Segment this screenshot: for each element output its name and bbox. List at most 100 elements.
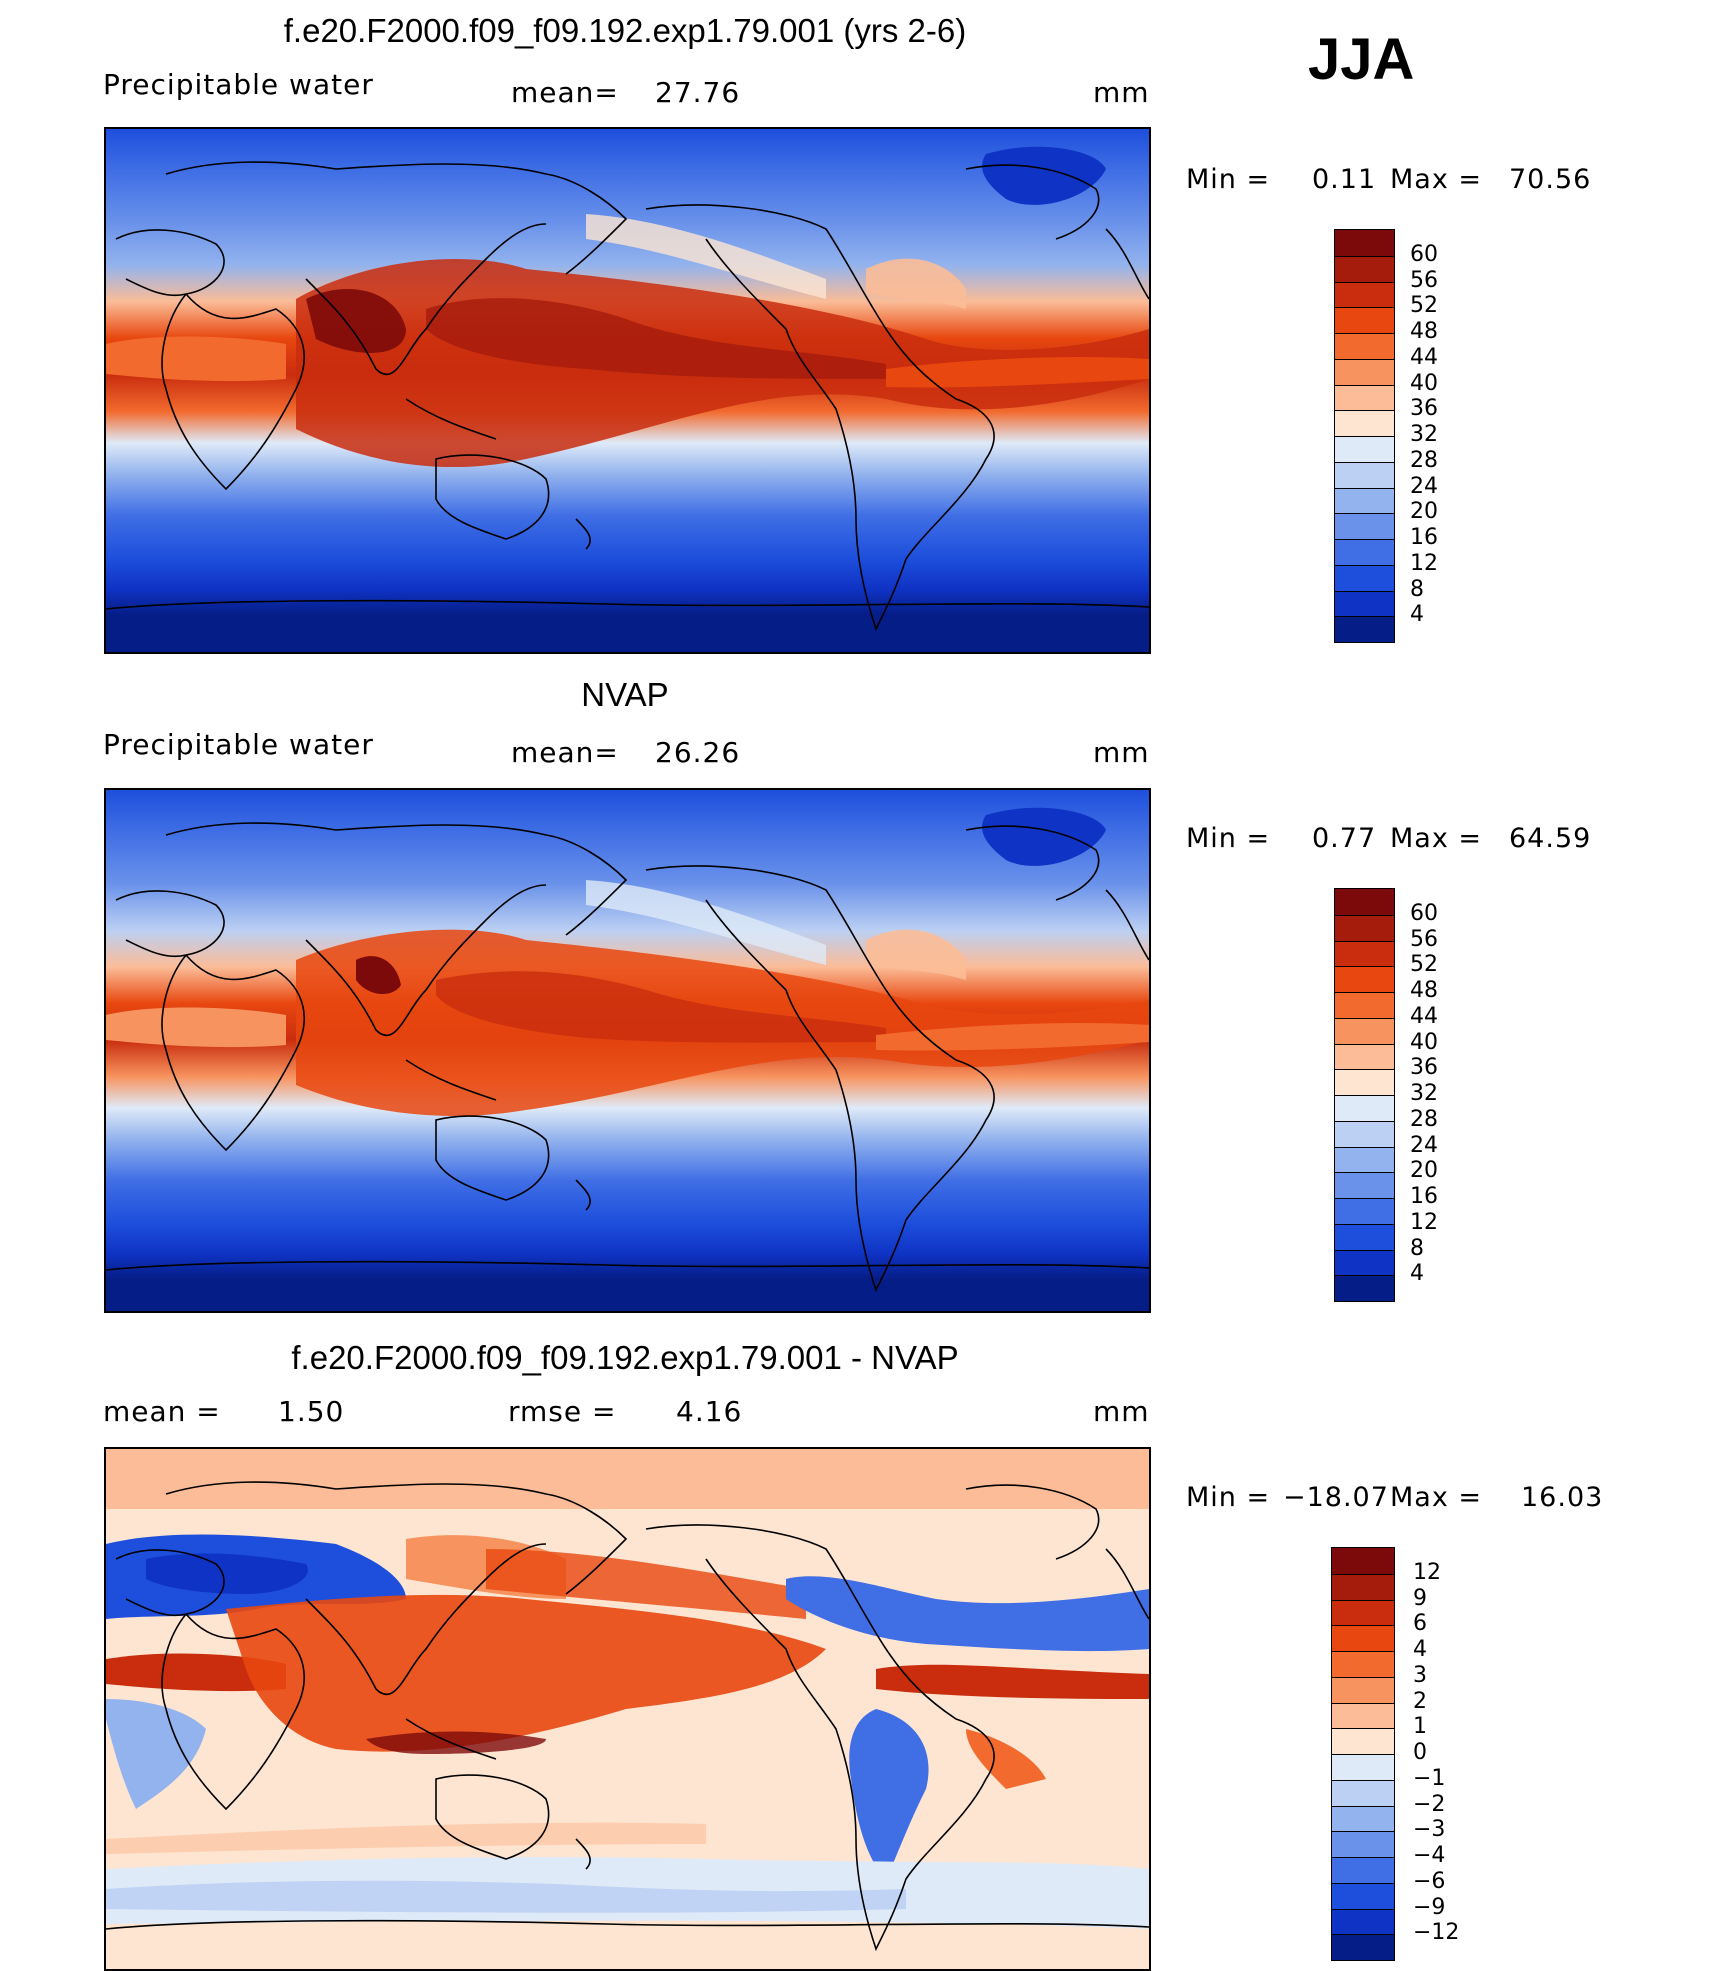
panel-3-colorbar	[1331, 1547, 1395, 1961]
colorbar-tick-label: 1	[1413, 1714, 1427, 1740]
colorbar-swatch	[1335, 616, 1394, 642]
colorbar-swatch	[1335, 1172, 1394, 1198]
colorbar-tick-label: 36	[1410, 1055, 1438, 1081]
panel-3-max-value: 16.03	[1521, 1482, 1604, 1513]
colorbar-tick-label: 0	[1413, 1740, 1427, 1765]
colorbar-swatch	[1332, 1779, 1394, 1806]
colorbar-tick-label: 2	[1413, 1688, 1427, 1714]
colorbar-tick-label: 32	[1410, 422, 1438, 447]
colorbar-tick-label: 28	[1410, 1106, 1438, 1132]
colorbar-tick-label: 24	[1410, 473, 1438, 499]
colorbar-tick-label: −12	[1413, 1920, 1460, 1946]
colorbar-tick-label: 3	[1413, 1662, 1427, 1688]
colorbar-tick-label: 44	[1410, 344, 1438, 370]
colorbar-swatch	[1335, 940, 1394, 967]
colorbar-tick-label: 9	[1413, 1585, 1427, 1611]
panel-1-min-value: 0.11	[1312, 164, 1377, 195]
colorbar-swatch	[1332, 1702, 1394, 1729]
colorbar-swatch	[1332, 1676, 1394, 1703]
colorbar-swatch	[1332, 1934, 1394, 1960]
panel-2-min-value: 0.77	[1312, 823, 1377, 854]
colorbar-swatch	[1335, 255, 1394, 282]
colorbar-swatch	[1335, 1275, 1394, 1301]
colorbar-tick-label: 40	[1410, 1029, 1438, 1055]
panel-1-mean-value: 27.76	[655, 76, 741, 109]
panel-1-max-value: 70.56	[1509, 164, 1592, 195]
colorbar-swatch	[1335, 590, 1394, 617]
colorbar-swatch	[1335, 1146, 1394, 1173]
panel-3-map	[104, 1447, 1151, 1971]
colorbar-swatch	[1332, 1831, 1394, 1857]
panel-1-variable-label: Precipitable water	[103, 68, 374, 101]
colorbar-tick-label: −9	[1413, 1894, 1446, 1920]
panel-3-mean-label: mean =	[103, 1395, 221, 1428]
colorbar-tick-label: 4	[1410, 602, 1424, 628]
panel-2-mean-label: mean=	[511, 736, 619, 769]
colorbar-tick-label: 12	[1413, 1559, 1441, 1585]
colorbar-swatch	[1335, 889, 1394, 915]
colorbar-swatch	[1335, 410, 1394, 436]
colorbar-swatch	[1332, 1651, 1394, 1677]
colorbar-tick-label: 12	[1410, 1209, 1438, 1235]
colorbar-tick-label: 40	[1410, 370, 1438, 396]
colorbar-swatch	[1332, 1857, 1394, 1883]
colorbar-tick-label: −6	[1413, 1868, 1446, 1894]
colorbar-tick-label: 60	[1410, 241, 1438, 267]
panel-3-max-label: Max =	[1390, 1482, 1483, 1513]
colorbar-swatch	[1335, 914, 1394, 941]
colorbar-swatch	[1332, 1573, 1394, 1600]
colorbar-tick-label: 28	[1410, 447, 1438, 473]
colorbar-tick-label: 48	[1410, 978, 1438, 1003]
colorbar-swatch	[1332, 1728, 1394, 1754]
panel-1-title: f.e20.F2000.f09_f09.192.exp1.79.001 (yrs…	[283, 12, 967, 49]
colorbar-tick-label: 44	[1410, 1003, 1438, 1029]
colorbar-tick-label: 8	[1410, 1235, 1424, 1261]
colorbar-tick-label: 36	[1410, 396, 1438, 422]
colorbar-swatch	[1335, 358, 1394, 385]
panel-2-map	[104, 788, 1151, 1313]
colorbar-swatch	[1335, 1017, 1394, 1044]
colorbar-swatch	[1335, 564, 1394, 591]
panel-1-min-label: Min =	[1186, 164, 1271, 195]
colorbar-swatch	[1335, 1069, 1394, 1095]
panel-3-units: mm	[1093, 1395, 1150, 1428]
panel-3-rmse-label: rmse =	[508, 1395, 617, 1428]
colorbar-tick-label: 24	[1410, 1132, 1438, 1158]
panel-2-max-value: 64.59	[1509, 823, 1592, 854]
colorbar-swatch	[1335, 513, 1394, 539]
colorbar-tick-label: 16	[1410, 1184, 1438, 1209]
colorbar-swatch	[1335, 1249, 1394, 1276]
colorbar-swatch	[1335, 487, 1394, 514]
panel-2-min-label: Min =	[1186, 823, 1271, 854]
colorbar-tick-label: −2	[1413, 1791, 1446, 1817]
colorbar-tick-label: −4	[1413, 1843, 1446, 1868]
colorbar-tick-label: 48	[1410, 319, 1438, 344]
panel-2-units: mm	[1093, 736, 1150, 769]
colorbar-swatch	[1335, 461, 1394, 488]
panel-3-min-value: −18.07	[1283, 1482, 1389, 1513]
panel-3-mean-value: 1.50	[278, 1395, 345, 1428]
colorbar-tick-label: 56	[1410, 267, 1438, 293]
colorbar-swatch	[1335, 539, 1394, 565]
colorbar-swatch	[1335, 436, 1394, 462]
colorbar-swatch	[1335, 384, 1394, 411]
panel-1-max-label: Max =	[1390, 164, 1483, 195]
season-label: JJA	[1308, 27, 1415, 92]
panel-3-min-label: Min =	[1186, 1482, 1271, 1513]
colorbar-swatch	[1332, 1625, 1394, 1651]
colorbar-tick-label: 12	[1410, 550, 1438, 576]
panel-2-max-label: Max =	[1390, 823, 1483, 854]
colorbar-tick-label: 8	[1410, 576, 1424, 602]
colorbar-swatch	[1335, 1095, 1394, 1121]
colorbar-swatch	[1332, 1599, 1394, 1626]
colorbar-swatch	[1335, 307, 1394, 333]
panel-2-mean-value: 26.26	[655, 736, 741, 769]
colorbar-tick-label: 4	[1413, 1637, 1427, 1662]
colorbar-swatch	[1335, 992, 1394, 1018]
panel-3-rmse-value: 4.16	[676, 1395, 743, 1428]
colorbar-tick-label: 60	[1410, 900, 1438, 926]
colorbar-swatch	[1335, 966, 1394, 992]
colorbar-tick-label: 52	[1410, 293, 1438, 319]
colorbar-swatch	[1332, 1908, 1394, 1935]
colorbar-tick-label: 56	[1410, 926, 1438, 952]
